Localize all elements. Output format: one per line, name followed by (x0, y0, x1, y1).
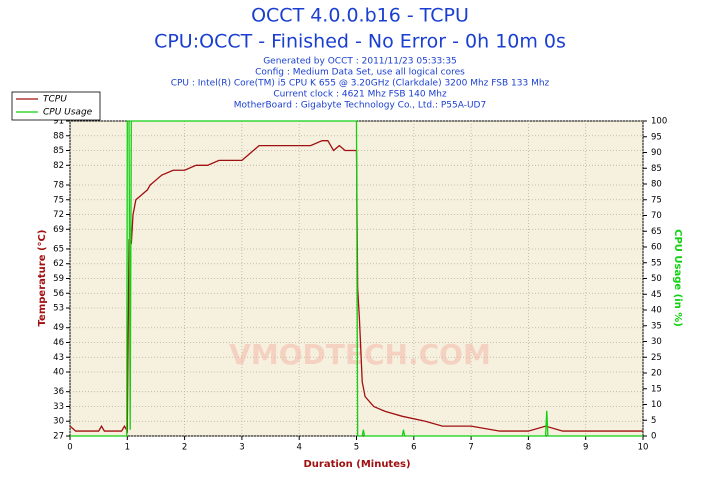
x-tick-label: 1 (125, 443, 130, 453)
y-tick-label: 65 (53, 244, 64, 254)
info-line: Current clock : 4621 Mhz FSB 140 Mhz (273, 90, 447, 100)
y2-tick-label: 70 (651, 211, 662, 221)
y-tick-label: 69 (53, 225, 64, 235)
y-tick-label: 33 (53, 402, 64, 412)
y-tick-label: 36 (53, 387, 64, 397)
legend: TCPU CPU Usage (11, 91, 101, 121)
y2-tick-label: 25 (651, 353, 662, 363)
y2-tick-label: 60 (651, 243, 662, 253)
y2-tick-label: 15 (651, 384, 662, 394)
y2-tick-label: 35 (651, 321, 662, 331)
y-tick-label: 43 (53, 353, 64, 363)
y2-tick-label: 40 (651, 306, 662, 316)
y-tick-label: 27 (53, 432, 64, 442)
x-tick-label: 5 (354, 443, 359, 453)
info-line: MotherBoard : Gigabyte Technology Co., L… (234, 101, 486, 111)
y-tick-label: 91 (53, 117, 64, 127)
info-line: Generated by OCCT : 2011/11/23 05:33:35 (263, 57, 457, 67)
legend-label: CPU Usage (43, 108, 93, 118)
y2-tick-label: 10 (651, 400, 662, 410)
y-tick-label: 78 (53, 180, 64, 190)
y2-tick-label: 65 (651, 227, 662, 237)
y2-tick-label: 5 (651, 416, 656, 426)
y-tick-label: 88 (53, 131, 64, 141)
y-tick-label: 75 (53, 195, 64, 205)
y2-tick-label: 0 (651, 432, 656, 442)
y2-tick-label: 85 (651, 164, 662, 174)
x-tick-label: 7 (468, 443, 473, 453)
legend-box (11, 91, 101, 121)
y2-tick-label: 55 (651, 258, 662, 268)
y-tick-label: 49 (53, 323, 64, 333)
y2-tick-label: 80 (651, 180, 662, 190)
y-tick-label: 62 (53, 259, 64, 269)
x-tick-label: 9 (583, 443, 588, 453)
info-line: Config : Medium Data Set, use all logica… (255, 68, 465, 78)
info-block: Generated by OCCT : 2011/11/23 05:33:35C… (171, 57, 550, 111)
grid (69, 120, 644, 437)
x-tick-label: 10 (638, 443, 649, 453)
y2-tick-label: 95 (651, 132, 662, 142)
y-axis-title: Temperature (°C) (37, 230, 48, 327)
info-line: CPU : Intel(R) Core(TM) i5 CPU K 655 @ 3… (171, 79, 550, 89)
y2-axis-title: CPU Usage (in %) (672, 229, 683, 327)
y-tick-label: 72 (53, 210, 64, 220)
chart-title: OCCT 4.0.0.b16 - TCPU (251, 5, 469, 27)
x-tick-label: 8 (526, 443, 531, 453)
x-tick-label: 0 (67, 443, 72, 453)
y-tick-label: 30 (53, 417, 64, 427)
y-tick-label: 40 (53, 368, 64, 378)
y2-tick-label: 20 (651, 369, 662, 379)
y-tick-label: 46 (53, 338, 64, 348)
y2-tick-label: 90 (651, 148, 662, 158)
x-tick-label: 4 (296, 443, 301, 453)
series-line (70, 120, 643, 437)
y2-tick-label: 30 (651, 337, 662, 347)
y2-tick-label: 50 (651, 274, 662, 284)
y2-tick-label: 45 (651, 290, 662, 300)
y-tick-label: 56 (53, 289, 64, 299)
y2-tick-label: 75 (651, 195, 662, 205)
y-tick-label: 82 (53, 161, 64, 171)
x-tick-label: 3 (239, 443, 244, 453)
y2-tick-label: 100 (651, 117, 667, 127)
y-tick-label: 59 (53, 274, 64, 284)
x-tick-label: 6 (411, 443, 416, 453)
chart-subtitle: CPU:OCCT - Finished - No Error - 0h 10m … (154, 31, 566, 53)
x-tick-label: 2 (182, 443, 187, 453)
y-tick-label: 53 (53, 304, 64, 314)
legend-label: TCPU (43, 95, 67, 105)
y-tick-label: 85 (53, 146, 64, 156)
x-axis-title: Duration (Minutes) (303, 459, 410, 470)
